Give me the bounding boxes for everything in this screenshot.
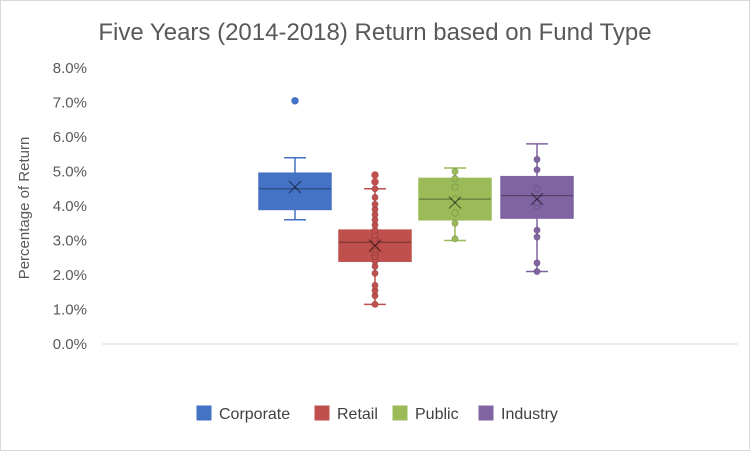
mean-marker: [368, 239, 382, 253]
chart-title: Five Years (2014-2018) Return based on F…: [98, 19, 651, 46]
y-tick-label: 3.0%: [53, 233, 87, 250]
box-corporate: [258, 97, 332, 221]
y-tick-label: 8.0%: [53, 60, 87, 77]
y-tick-label: 1.0%: [53, 302, 87, 319]
data-point: [533, 166, 541, 174]
box-public: [418, 167, 492, 243]
data-point: [533, 226, 541, 234]
y-tick-label: 6.0%: [53, 129, 87, 146]
y-tick-label: 0.0%: [53, 336, 87, 353]
mean-marker: [288, 180, 302, 194]
box-iqr: [500, 175, 574, 219]
box-industry: [500, 143, 574, 276]
legend-swatch-industry: [478, 405, 494, 421]
data-point: [451, 167, 459, 176]
data-point: [533, 185, 541, 193]
data-point: [451, 195, 459, 203]
y-tick-label: 7.0%: [53, 95, 87, 112]
mean-marker: [448, 196, 462, 210]
box-plots: [258, 97, 574, 309]
mean-marker: [530, 192, 544, 206]
data-point: [533, 198, 541, 207]
data-point: [451, 235, 459, 243]
legend-label-public: Public: [415, 406, 459, 423]
y-tick-label: 5.0%: [53, 164, 87, 181]
legend-label-corporate: Corporate: [219, 406, 290, 423]
mean-marker: [288, 180, 302, 194]
data-point: [533, 233, 541, 241]
box-iqr: [258, 172, 332, 211]
data-point: [451, 219, 459, 227]
legend-swatch-public: [392, 405, 408, 421]
legend-label-retail: Retail: [337, 406, 378, 423]
box-retail: [338, 171, 412, 309]
legend: Corporate Retail Public Industry: [196, 405, 558, 423]
y-tick-label: 2.0%: [53, 267, 87, 284]
data-point: [451, 209, 459, 217]
data-point: [371, 178, 379, 186]
data-point: [371, 281, 379, 290]
legend-label-industry: Industry: [501, 406, 558, 423]
data-point: [371, 300, 379, 309]
y-axis-label: Percentage of Return: [16, 137, 33, 280]
mean-marker: [530, 192, 544, 206]
legend-swatch-corporate: [196, 405, 212, 421]
legend-swatch-retail: [314, 405, 330, 421]
y-axis-ticks: 0.0% 1.0% 2.0% 3.0% 4.0% 5.0% 6.0% 7.0% 8.0%: [53, 60, 87, 353]
data-point: [291, 97, 299, 105]
data-point: [533, 267, 541, 276]
data-point: [371, 171, 379, 179]
data-point: [533, 259, 541, 267]
mean-marker: [448, 196, 462, 210]
data-point: [451, 183, 459, 191]
data-point: [371, 200, 379, 208]
data-point: [371, 269, 379, 277]
y-tick-label: 4.0%: [53, 198, 87, 215]
data-point: [371, 193, 379, 202]
data-point: [371, 185, 379, 193]
mean-marker: [368, 239, 382, 253]
data-point: [451, 174, 459, 183]
data-point: [533, 155, 541, 164]
